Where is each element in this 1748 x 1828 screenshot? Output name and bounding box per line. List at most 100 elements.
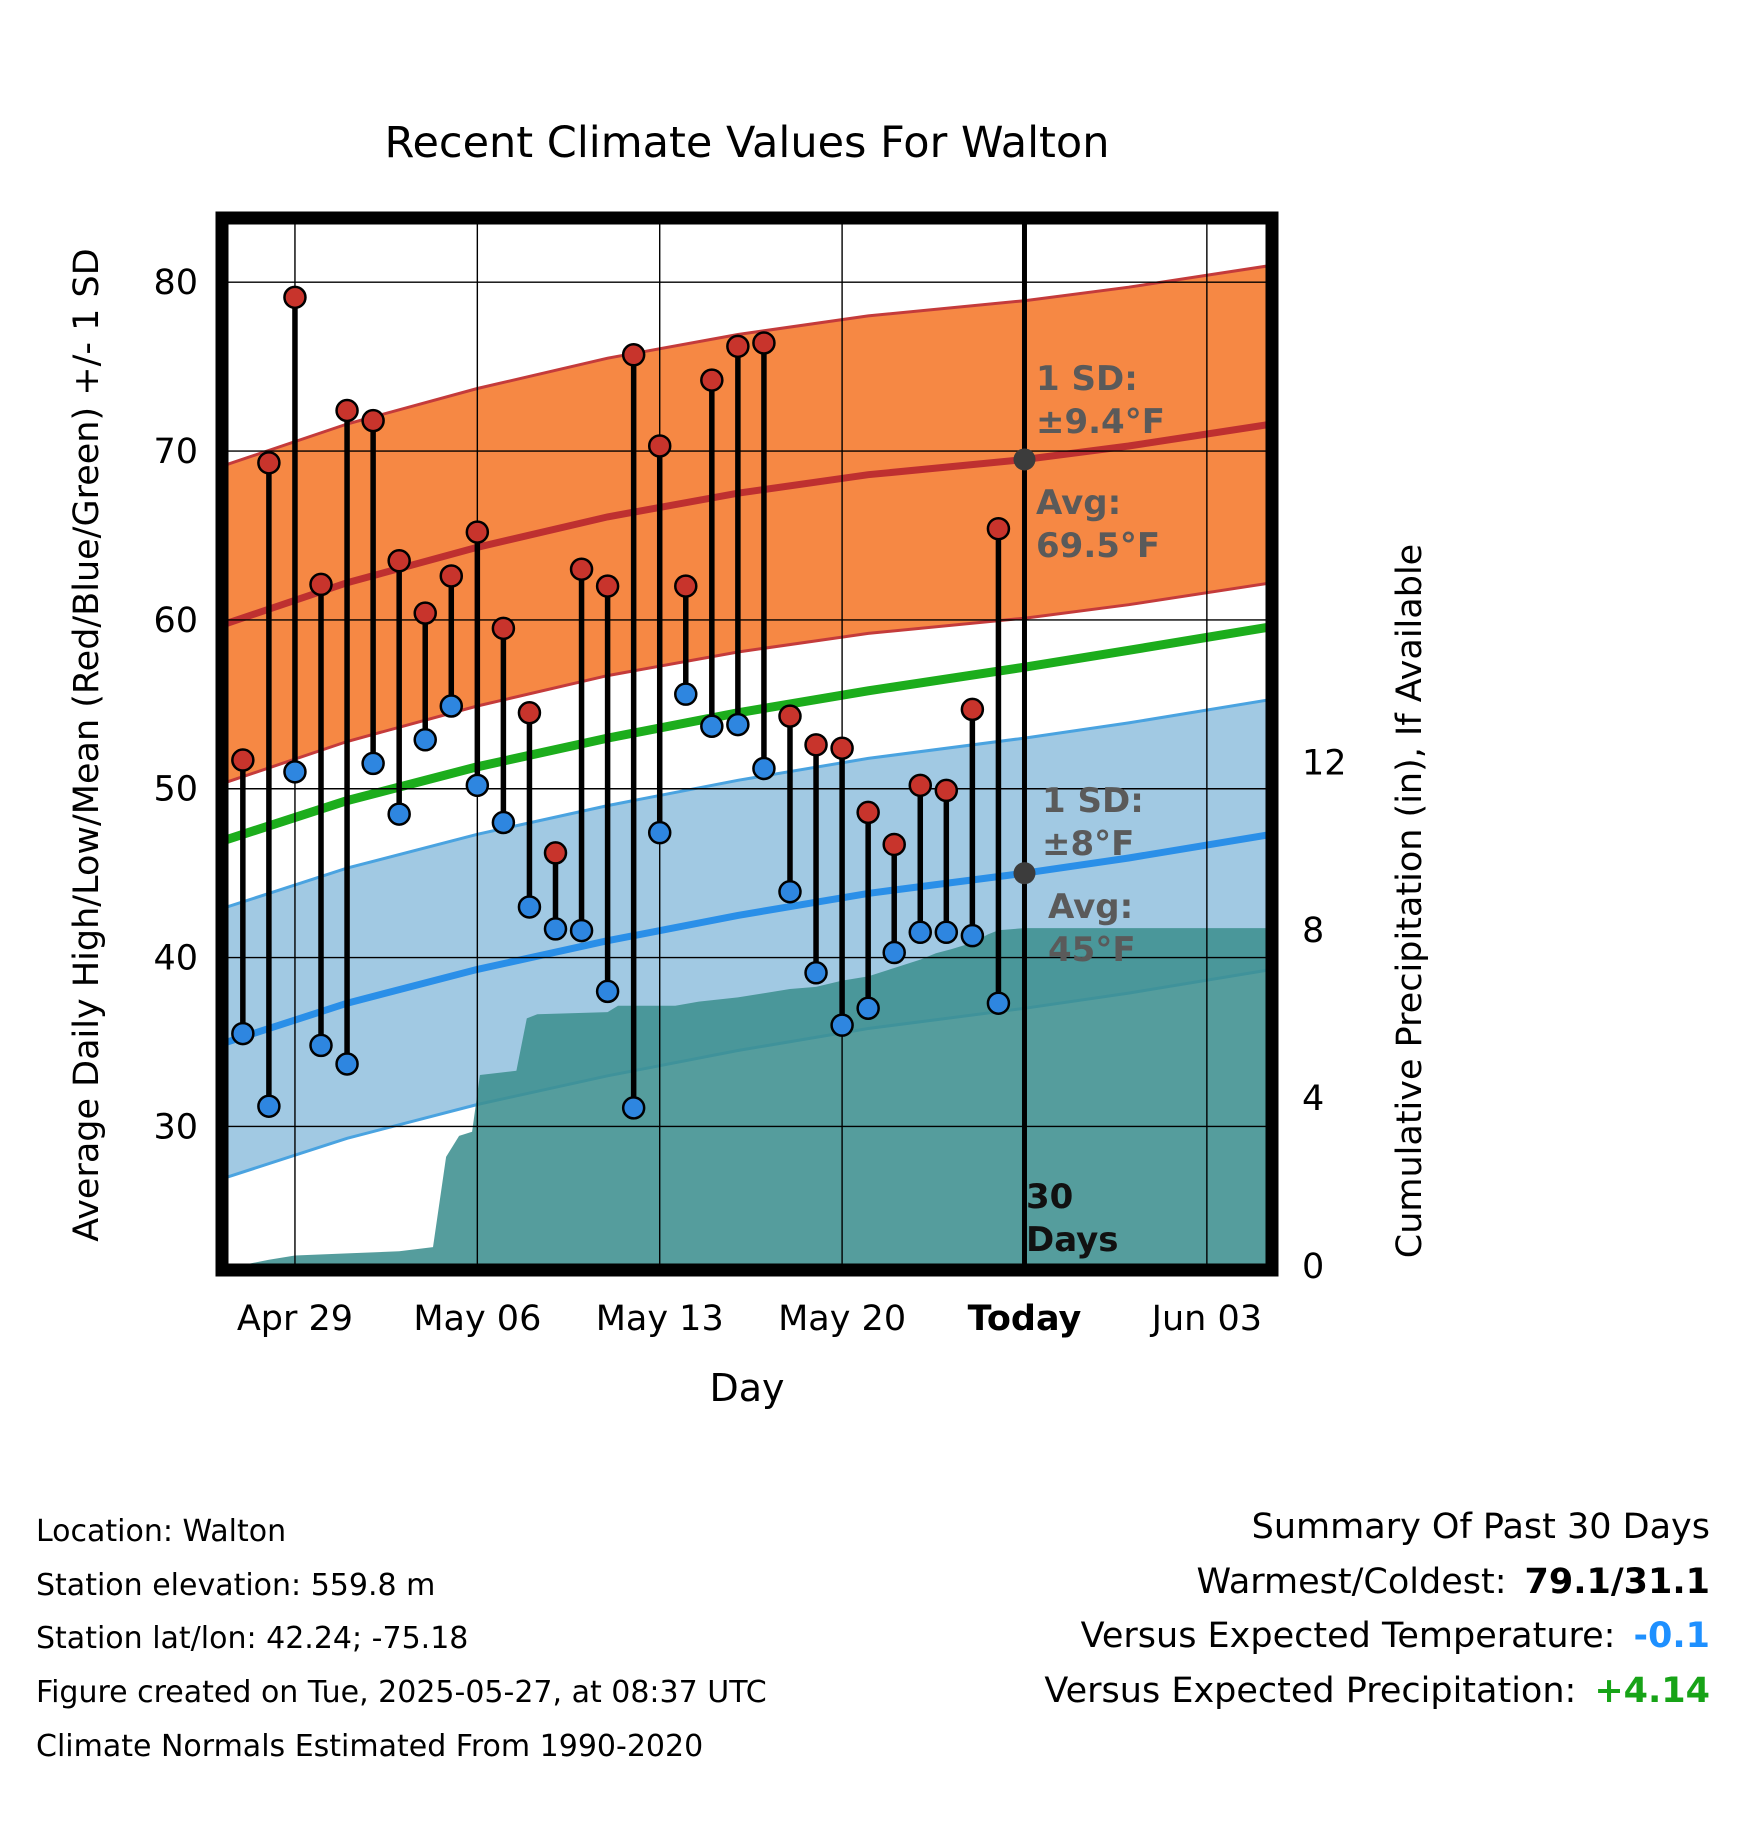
climate-chart: Apr 29 May 06 May 13 May 20 Today Jun 03 30 4 0 5… — [153, 211, 1347, 1339]
summary-vs-temp: Versus Expected Temperature: -0.1 — [1044, 1609, 1710, 1664]
x-tick-label: May 13 — [596, 1299, 724, 1339]
daily-high-dot — [700, 368, 724, 392]
meta-normals: Climate Normals Estimated From 1990-2020 — [36, 1728, 704, 1764]
meta-elevation: Station elevation: 559.8 m — [36, 1567, 436, 1603]
low-sd-band — [222, 699, 1272, 1179]
daily-low-dot — [830, 1013, 854, 1037]
annotation-high-avg-label: Avg: — [1036, 483, 1122, 523]
summary-vs-precip: Versus Expected Precipitation: +4.14 — [1044, 1664, 1710, 1719]
daily-low-dot — [647, 820, 672, 845]
daily-low-dot — [934, 920, 959, 945]
daily-high-dot — [283, 285, 307, 310]
daily-low-dot — [804, 961, 828, 985]
plot-frame — [215, 211, 1279, 1277]
daily-high-dot — [335, 398, 359, 423]
summary-vs-temp-label: Versus Expected Temperature: — [1080, 1616, 1616, 1657]
daily-low-dot — [856, 996, 880, 1021]
daily-low-dot — [387, 802, 411, 826]
low-sd-band-top-edge — [221, 697, 1273, 911]
summary-title: Summary Of Past 30 Days — [1251, 1507, 1710, 1547]
daily-high-dot — [960, 697, 985, 722]
today-high-avg-marker — [1013, 448, 1036, 471]
x-tick-label: Today — [968, 1299, 1082, 1339]
annotation-low-sd-label: 1 SD: — [1042, 781, 1144, 821]
x-tick-label: May 20 — [778, 1299, 906, 1339]
annotation-high-avg: Avg: 69.5°F — [1036, 482, 1160, 568]
y-right-tick-label: 4 — [1302, 1079, 1324, 1119]
daily-low-dot — [726, 712, 750, 737]
annotation-30-days-word: Days — [1026, 1220, 1119, 1261]
daily-high-dot — [439, 564, 464, 588]
summary-warmest-coldest-label: Warmest/Coldest: — [1196, 1561, 1507, 1602]
daily-high-dot — [647, 434, 672, 458]
daily-low-dot — [595, 979, 620, 1004]
daily-high-dot — [595, 574, 620, 598]
daily-high-dot — [491, 616, 516, 641]
y-right-tick-label: 12 — [1302, 743, 1347, 783]
summary-block: Summary Of Past 30 Days Warmest/Coldest:… — [1044, 1500, 1710, 1718]
daily-low-dot — [517, 895, 542, 919]
daily-high-dot — [804, 733, 828, 757]
high-sd-band-top-edge — [221, 263, 1273, 468]
daily-high-dot — [465, 520, 490, 544]
daily-low-dot — [439, 694, 464, 718]
daily-low-dot — [960, 923, 985, 948]
daily-high-dot — [934, 778, 959, 803]
x-axis-label: Day — [709, 1366, 785, 1410]
daily-high-dot — [517, 701, 542, 725]
x-tick-label: Jun 03 — [1150, 1299, 1262, 1339]
annotation-30-days-number: 30 — [1026, 1177, 1074, 1217]
summary-vs-temp-value: -0.1 — [1633, 1616, 1710, 1657]
y-left-tick-label: 50 — [153, 770, 198, 810]
annotation-high-avg-value: 69.5°F — [1036, 526, 1161, 567]
x-tick-label: May 06 — [413, 1299, 541, 1339]
y-axis-right-label: Cumulative Precipitation (in), If Availa… — [1390, 543, 1430, 1259]
daily-high-dot — [882, 832, 906, 857]
daily-low-dot — [543, 917, 568, 941]
daily-high-dot — [543, 841, 568, 865]
x-tick-label: Apr 29 — [237, 1299, 353, 1339]
daily-high-dot — [986, 516, 1011, 541]
daily-low-dot — [283, 760, 307, 784]
annotation-30-days: 30 Days — [1026, 1176, 1119, 1262]
daily-high-dot — [387, 549, 411, 573]
daily-low-dot — [231, 1021, 255, 1046]
daily-low-dot — [674, 682, 698, 706]
annotation-low-avg-value: 45°F — [1048, 930, 1136, 971]
y-left-tick-label: 70 — [153, 432, 198, 472]
summary-vs-precip-label: Versus Expected Precipitation: — [1044, 1670, 1577, 1711]
annotation-low-sd-value: ±8°F — [1042, 824, 1135, 865]
daily-low-dot — [491, 810, 516, 835]
daily-high-dot — [231, 748, 255, 772]
daily-low-dot — [335, 1052, 359, 1076]
daily-high-dot — [257, 451, 281, 475]
high-sd-band — [222, 265, 1272, 784]
y-axis-left-label: Average Daily High/Low/Mean (Red/Blue/Gr… — [67, 248, 107, 1242]
y-left-tick-label: 80 — [153, 263, 198, 303]
annotation-low-sd: 1 SD: ±8°F — [1042, 780, 1144, 866]
summary-warmest-coldest: Warmest/Coldest: 79.1/31.1 — [1044, 1555, 1710, 1610]
daily-low-dot — [465, 773, 490, 798]
daily-high-dot — [361, 408, 385, 433]
daily-high-dot — [830, 736, 854, 760]
daily-low-dot — [778, 880, 802, 904]
daily-low-dot — [986, 991, 1011, 1015]
y-right-tick-label: 8 — [1302, 911, 1324, 951]
daily-high-dot — [674, 574, 698, 598]
today-low-avg-marker — [1013, 862, 1036, 885]
summary-vs-precip-value: +4.14 — [1594, 1670, 1710, 1711]
y-left-tick-label: 30 — [153, 1107, 198, 1147]
y-right-tick-label: 0 — [1302, 1247, 1324, 1287]
low-mean-line — [220, 830, 1273, 1048]
daily-low-dot — [569, 918, 594, 943]
daily-high-dot — [778, 704, 802, 728]
y-left-tick-label: 60 — [153, 601, 198, 641]
daily-high-dot — [309, 572, 333, 597]
annotation-low-avg: Avg: 45°F — [1048, 886, 1136, 972]
daily-high-dot — [908, 773, 933, 798]
daily-high-dot — [621, 343, 646, 367]
daily-low-dot — [361, 751, 385, 776]
daily-high-dot — [752, 331, 776, 355]
daily-low-dot — [621, 1096, 646, 1120]
